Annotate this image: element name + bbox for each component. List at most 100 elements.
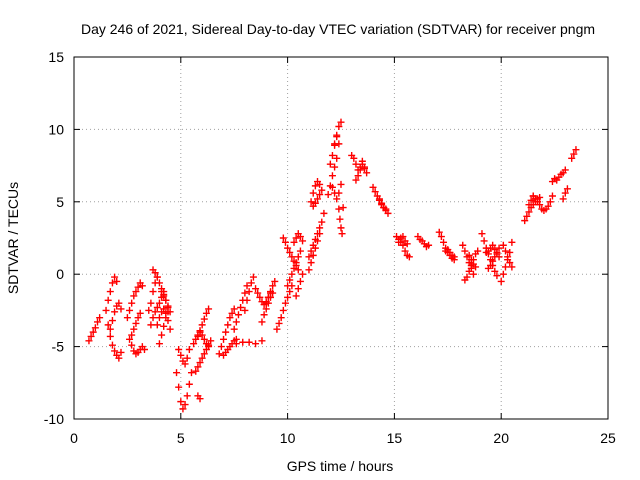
data-point [104,321,112,329]
data-point [155,314,163,322]
data-point [108,341,116,349]
data-point [155,279,163,287]
data-point [185,380,193,388]
series-p4 [106,299,125,333]
data-point [200,315,208,323]
data-point [316,191,324,199]
data-point [96,314,104,322]
data-point [401,247,409,255]
data-point [284,293,292,301]
data-point [288,270,296,278]
data-point [245,338,253,346]
data-point [183,354,191,362]
series-p41 [335,204,347,238]
data-point [226,314,234,322]
series-p61 [529,192,542,206]
data-point [395,238,403,246]
data-point [126,335,134,343]
data-point [493,272,501,280]
data-point [563,185,571,193]
data-point [497,277,505,285]
data-point [198,331,206,339]
data-point [536,193,544,201]
data-point [179,405,187,413]
data-point [241,289,249,297]
x-tick-label: 10 [280,430,296,446]
data-point [463,273,471,281]
data-point [561,189,569,197]
data-point [222,328,230,336]
data-point [279,306,287,314]
data-point [220,335,228,343]
data-point [196,359,204,367]
data-point [115,354,123,362]
data-point [155,299,163,307]
data-point [155,340,163,348]
data-point [175,383,183,391]
data-point [147,321,155,329]
data-point [173,369,181,377]
data-point [399,241,407,249]
data-point [527,196,535,204]
data-point [501,263,509,271]
series-p13 [158,288,174,316]
x-tick-label: 15 [387,430,403,446]
data-point [296,277,304,285]
data-point [245,288,253,296]
data-point [130,325,138,333]
data-point [106,325,114,333]
data-point [234,311,242,319]
data-point [123,314,131,322]
data-point [175,345,183,353]
data-point [506,248,514,256]
series-p30 [284,247,304,290]
series-p35 [307,178,324,206]
series-p50 [442,246,458,261]
data-point [277,314,285,322]
data-point [337,180,345,188]
data-points [85,118,580,413]
series-p5 [123,279,146,322]
data-point [403,240,411,248]
data-point [290,238,298,246]
data-point [437,233,445,241]
data-point [311,199,319,207]
data-point [440,238,448,246]
data-point [215,350,223,358]
data-point [147,299,155,307]
data-point [128,341,136,349]
series-p22 [230,282,251,333]
data-point [275,319,283,327]
data-point [356,166,364,174]
data-point [350,154,358,162]
data-point [138,282,146,290]
series-p2 [102,306,125,362]
data-point [469,270,477,278]
data-point [294,285,302,293]
data-point [491,253,499,261]
x-tick-label: 20 [493,430,509,446]
data-point [467,256,475,264]
y-tick-label: 10 [48,121,64,137]
data-point [491,267,499,275]
data-point [311,235,319,243]
data-point [333,195,341,203]
data-point [501,247,509,255]
grid-lines [74,57,608,419]
data-point [286,248,294,256]
data-point [130,292,138,300]
data-point [224,321,232,329]
data-point [162,296,170,304]
data-point [326,160,334,168]
y-tick-label: -10 [44,411,64,427]
data-point [185,345,193,353]
data-point [132,319,140,327]
data-point [117,348,125,356]
data-point [521,217,529,225]
data-point [230,325,238,333]
series-p53 [465,251,480,271]
y-tick-label: 5 [56,194,64,210]
data-point [91,324,99,332]
data-point [241,306,249,314]
